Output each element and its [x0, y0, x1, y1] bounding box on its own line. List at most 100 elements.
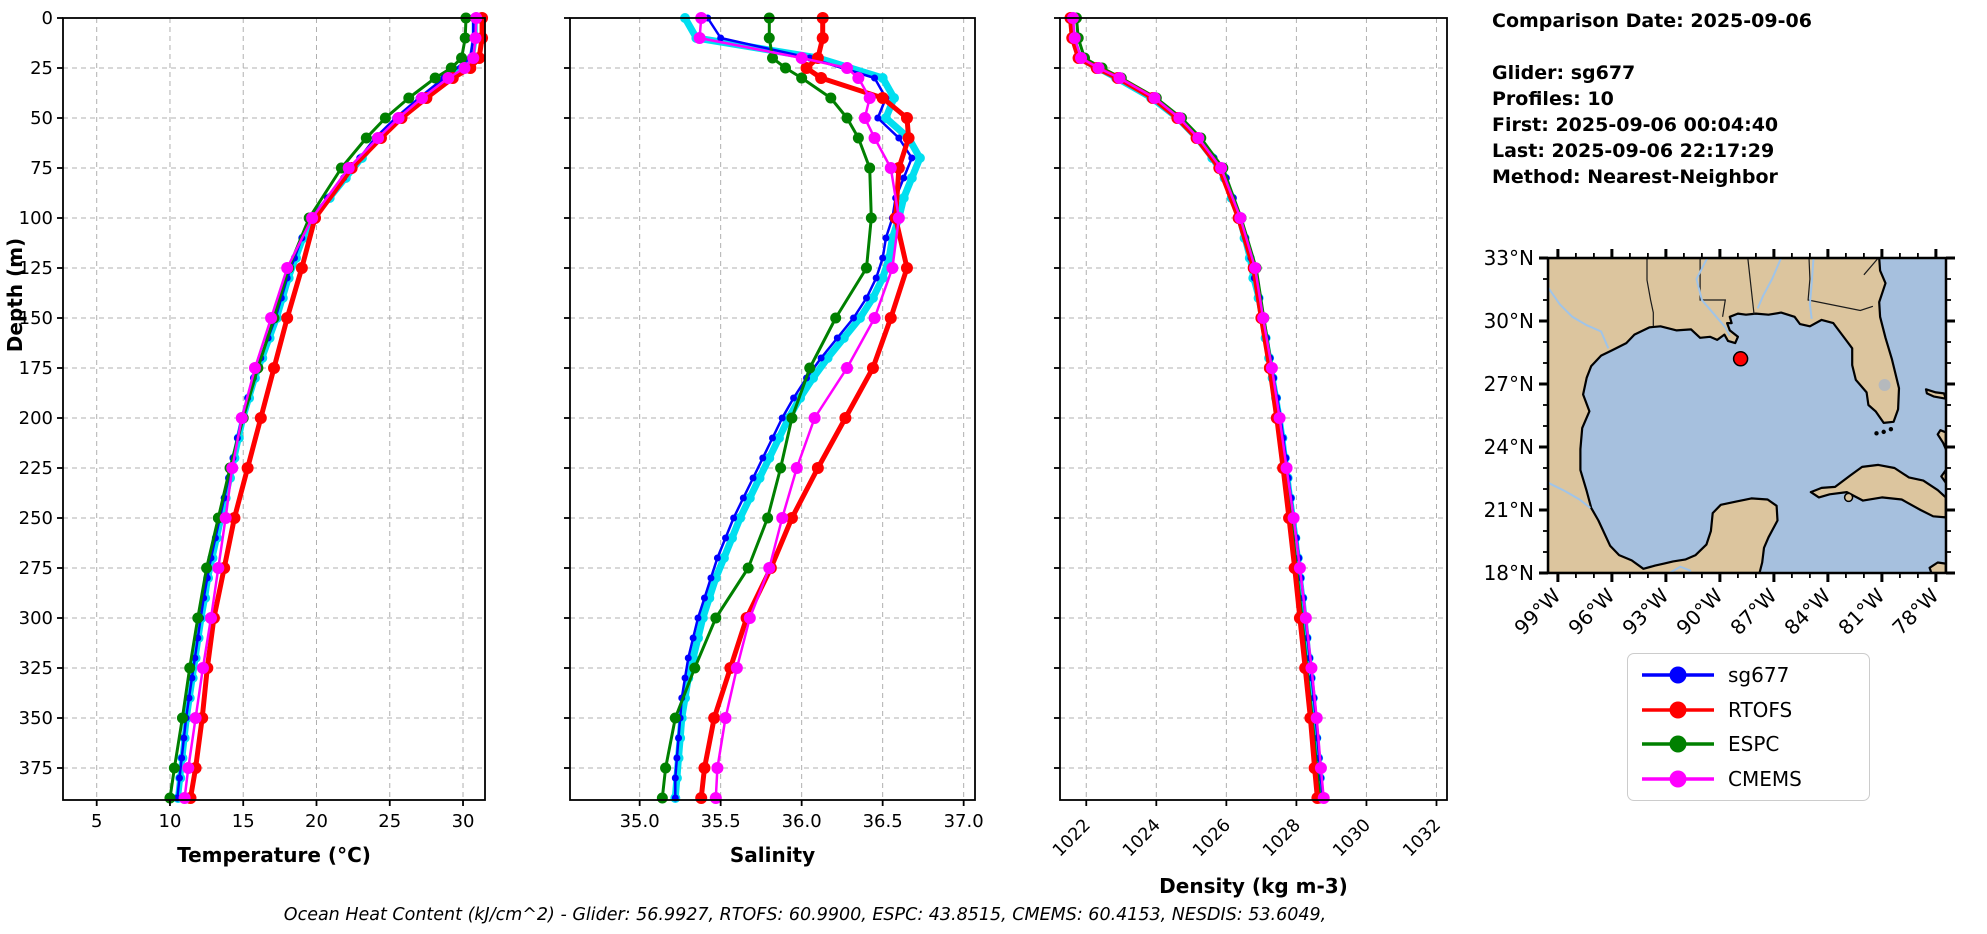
temperature-gridlines	[63, 17, 485, 800]
map-isla-juventud	[1843, 492, 1854, 503]
salinity-xtick-label: 35.5	[701, 811, 741, 832]
density-frame	[1059, 17, 1448, 801]
temperature-xtick-label: 25	[378, 811, 401, 832]
map-river	[1756, 258, 1783, 309]
ocean-heat-content-caption: Ocean Heat Content (kJ/cm^2) - Glider: 5…	[283, 905, 1327, 925]
temperature-xtick-label: 10	[159, 811, 182, 832]
salinity-xtick-label: 35.0	[620, 811, 660, 832]
depth-tick-label: 125	[19, 258, 53, 279]
salinity-xtick-label: 36.5	[863, 811, 903, 832]
info-line: Profiles: 10	[1492, 88, 1614, 110]
comparison-info: Comparison Date: 2025-09-06 Glider: sg677…	[1492, 8, 1812, 190]
legend-label: CMEMS	[1728, 766, 1802, 791]
depth-tick-label: 175	[19, 358, 53, 379]
map-river	[1808, 258, 1815, 320]
map-florida-keys	[1881, 429, 1886, 435]
depth-tick-label: 200	[19, 408, 53, 429]
map-lon-label: 78°W	[1887, 583, 1943, 639]
map-florida-keys	[1888, 426, 1894, 432]
legend-line-marker-icon	[1642, 770, 1714, 788]
map-lat-label: 21°N	[1484, 498, 1534, 522]
density-series-ESPC	[1070, 12, 1326, 804]
temperature-xtick-label: 5	[91, 811, 102, 832]
depth-tick-label: 0	[42, 8, 53, 29]
depth-tick-label: 300	[19, 608, 53, 629]
map-lon-label: 90°W	[1671, 583, 1727, 639]
map-frame	[1546, 256, 1948, 575]
map-lat-label: 30°N	[1484, 309, 1534, 333]
legend-label: RTOFS	[1728, 697, 1793, 722]
temperature-x-ticks: 5 10 15 20 25 30	[91, 800, 474, 832]
map-state-border	[1807, 258, 1874, 312]
legend-line-marker-icon	[1642, 666, 1714, 684]
map-river	[1668, 565, 1692, 573]
info-line: Glider: sg677	[1492, 62, 1636, 84]
salinity-gridlines	[570, 17, 975, 800]
map-land-bahamas	[1924, 388, 1946, 400]
map-river	[1548, 286, 1610, 349]
map-lat-label: 33°N	[1484, 246, 1534, 270]
map-lat-label: 24°N	[1484, 435, 1534, 459]
density-xtick-label: 1032	[1399, 815, 1445, 861]
density-xtick-label: 1022	[1049, 815, 1095, 861]
temperature-xtick-label: 20	[305, 811, 328, 832]
depth-tick-label: 100	[19, 208, 53, 229]
info-line: Method: Nearest-Neighbor	[1492, 166, 1778, 188]
depth-tick-label: 325	[19, 658, 53, 679]
legend-item-sg677: sg677	[1638, 660, 1859, 690]
info-line: Comparison Date: 2025-09-06	[1492, 10, 1812, 32]
map-state-border	[1699, 258, 1727, 317]
gulf-of-mexico-map: 33°N 30°N 27°N 24°N 21°N 18°N99°W96°W93°W90°W…	[1484, 246, 1955, 640]
map-lon-label: 87°W	[1725, 583, 1781, 639]
glider-location-marker	[1732, 351, 1749, 367]
temperature-xtick-label: 30	[452, 811, 475, 832]
map-lat-label: 18°N	[1484, 561, 1534, 585]
salinity-xtick-label: 37.0	[944, 811, 984, 832]
temperature-series-RTOFS	[184, 12, 489, 804]
temperature-axis-label: Temperature (°C)	[177, 843, 371, 867]
temperature-series-ESPC	[164, 12, 472, 804]
depth-axis-label: Depth (m)	[3, 238, 27, 352]
depth-tick-label: 150	[19, 308, 53, 329]
salinity-series-sg677	[671, 14, 916, 802]
temperature-panel: 5 10 15 20 25 30 0 25 50 75 100 125 150 175 200 225 250 2…	[19, 8, 489, 867]
depth-tick-label: 375	[19, 758, 53, 779]
temperature-xtick-label: 15	[232, 811, 255, 832]
density-xtick-label: 1026	[1189, 815, 1235, 861]
legend-label: ESPC	[1728, 732, 1780, 757]
depth-tick-label: 250	[19, 508, 53, 529]
map-land-mainland	[1548, 258, 1901, 573]
salinity-series-glider-raw	[670, 13, 925, 803]
salinity-frame	[569, 17, 976, 801]
density-y-ticks	[1054, 17, 1060, 769]
legend-line-marker-icon	[1642, 701, 1714, 719]
salinity-xtick-label: 36.0	[782, 811, 822, 832]
map-river	[1695, 258, 1731, 337]
salinity-axis-label: Salinity	[730, 843, 815, 867]
legend-item-ESPC: ESPC	[1638, 729, 1859, 759]
info-line: Last: 2025-09-06 22:17:29	[1492, 140, 1775, 162]
legend-label: sg677	[1728, 663, 1790, 688]
map-river	[1548, 481, 1591, 509]
legend-item-RTOFS: RTOFS	[1638, 695, 1859, 725]
map-lon-label: 96°W	[1563, 583, 1619, 639]
density-series-glider-raw	[1066, 13, 1327, 803]
map-land-bahamas	[1936, 429, 1946, 451]
density-xtick-label: 1030	[1329, 815, 1375, 861]
density-series-sg677	[1068, 14, 1327, 802]
map-land-group	[1548, 258, 1946, 573]
density-x-ticks: 1022 1024 1026 1028 1030 1032	[1049, 800, 1445, 861]
depth-tick-label: 225	[19, 458, 53, 479]
temperature-series-CMEMS	[178, 12, 483, 804]
map-ocean	[1548, 258, 1946, 573]
salinity-y-ticks	[564, 17, 570, 769]
map-state-border	[1646, 258, 1654, 327]
density-xtick-label: 1024	[1119, 815, 1165, 861]
temperature-series-glider-raw	[173, 13, 480, 803]
depth-tick-label: 50	[30, 108, 53, 129]
salinity-series-ESPC	[656, 12, 877, 804]
map-state-border	[1747, 258, 1755, 315]
map-lon-label: 93°W	[1617, 583, 1673, 639]
info-line: First: 2025-09-06 00:04:40	[1492, 114, 1779, 136]
depth-tick-label: 75	[30, 158, 53, 179]
